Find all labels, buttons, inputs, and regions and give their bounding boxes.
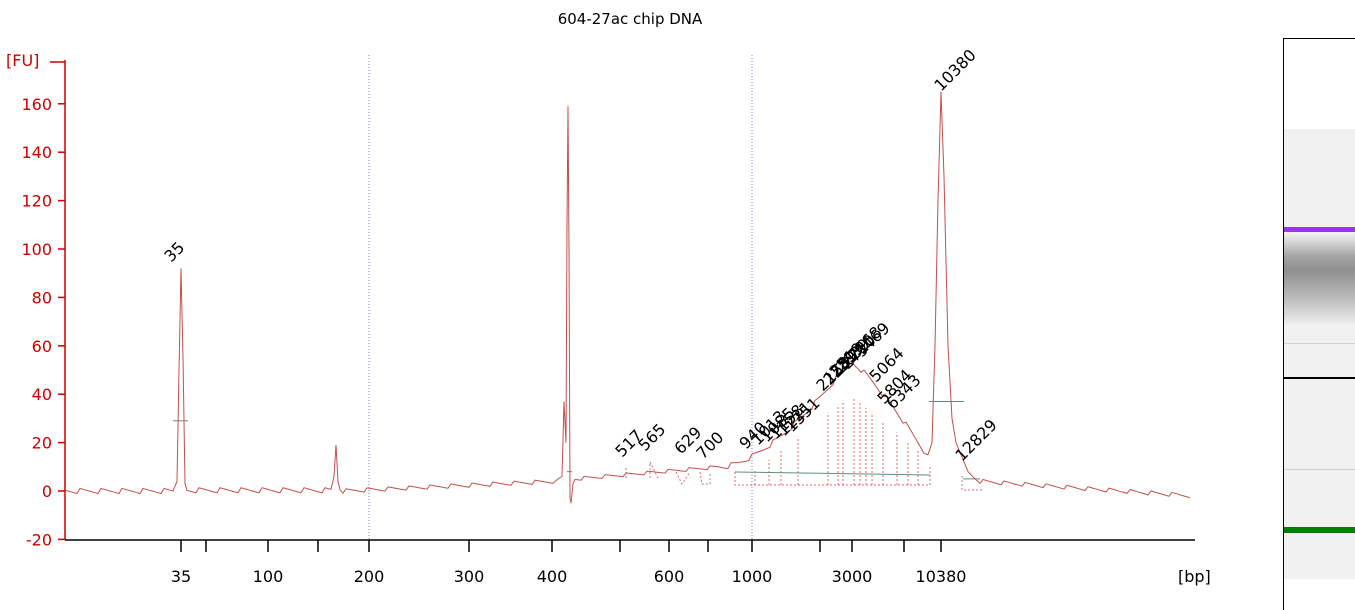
y-tick-label: 140	[21, 143, 52, 162]
y-tick-label: 160	[21, 95, 52, 114]
peak-size-label: 565	[634, 420, 669, 455]
upper-marker-label: 10380	[930, 45, 979, 94]
x-tick-label: 200	[354, 567, 385, 586]
x-tick-label: 3000	[832, 567, 873, 586]
gel-image	[1283, 38, 1355, 610]
x-tick-label: 1000	[732, 567, 773, 586]
x-tick-label: 300	[454, 567, 485, 586]
gel-lane	[1284, 129, 1355, 579]
trace-line	[64, 91, 1191, 504]
peak-drop-line	[675, 471, 691, 485]
fluorescence-trace	[64, 91, 1191, 504]
x-tick-label: 10380	[916, 567, 967, 586]
smear-region-outline	[734, 466, 931, 486]
y-tick-label: 60	[32, 337, 52, 356]
y-tick-label: -20	[26, 530, 52, 549]
peak-size-label: 1351	[781, 394, 823, 436]
electropherogram-chart: 604-27ac chip DNA [FU] [bp] -20 0 20 40 60 80…	[6, 10, 1211, 586]
y-axis-unit: [FU]	[6, 51, 39, 70]
y-tick-label: 80	[32, 288, 52, 307]
x-tick-label: 400	[537, 567, 568, 586]
gel-smear	[1284, 234, 1355, 324]
gel-faint-band	[1284, 343, 1355, 344]
gel-faint-band	[1284, 469, 1355, 470]
lower-marker-label: 35	[160, 238, 188, 266]
peak-drop-line	[961, 476, 984, 491]
y-tick-label: 100	[21, 240, 52, 259]
peak-drop-line	[649, 461, 659, 479]
x-axis-unit: [bp]	[1178, 567, 1211, 586]
gel-lower-marker-band	[1284, 527, 1355, 533]
gel-band	[1284, 377, 1355, 379]
chart-title: 604-27ac chip DNA	[558, 10, 703, 28]
y-tick-label: 120	[21, 192, 52, 211]
marker-labels: 35 10380	[160, 45, 979, 265]
y-tick-label: 40	[32, 385, 52, 404]
x-axis: 35 100 200 300 400 600 1000 3000 10380	[65, 539, 1195, 586]
peak-size-label: 12829	[951, 415, 1000, 464]
gel-upper-marker-band	[1284, 227, 1355, 232]
y-tick-label: 20	[32, 434, 52, 453]
x-tick-label: 600	[654, 567, 685, 586]
peak-baselines	[173, 398, 984, 491]
peak-size-label: 6343	[882, 371, 924, 413]
peak-drop-line	[699, 471, 711, 485]
y-axis: -20 0 20 40 60 80 100 120 140 160	[21, 60, 66, 549]
ladder-reference-lines	[368, 55, 753, 540]
x-tick-label: 35	[171, 567, 191, 586]
y-tick-label: 0	[42, 482, 52, 501]
smear-baseline	[734, 471, 931, 476]
x-tick-label: 100	[253, 567, 284, 586]
